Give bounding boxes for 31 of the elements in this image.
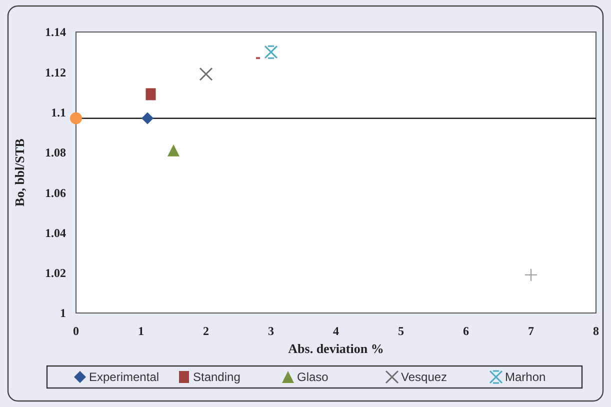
point	[70, 112, 82, 124]
x-tick-label: 6	[463, 324, 469, 338]
legend-label: Experimental	[89, 370, 160, 384]
x-tick-label: 7	[528, 324, 534, 338]
x-tick-label: 5	[398, 324, 404, 338]
y-tick-label: 1.06	[45, 186, 66, 200]
point	[168, 144, 180, 156]
point	[199, 67, 213, 81]
legend-label: Vesquez	[401, 370, 448, 384]
x-tick-label: 3	[268, 324, 274, 338]
x-tick-label: 2	[203, 324, 209, 338]
x-axis-title: Abs. deviation %	[288, 341, 384, 356]
point	[142, 112, 154, 124]
y-tick-label: 1.12	[45, 65, 66, 80]
y-tick-label: 1.02	[45, 266, 66, 280]
y-tick-label: 1.04	[45, 226, 66, 240]
y-tick-label: 1	[60, 306, 66, 320]
point	[146, 88, 156, 100]
legend-label: Marhon	[505, 370, 546, 384]
y-tick-label: 1.1	[51, 105, 66, 120]
point	[264, 45, 278, 59]
x-tick-label: 0	[73, 324, 79, 338]
legend-label: Glaso	[297, 370, 329, 384]
x-tick-label: 1	[138, 324, 144, 338]
x-tick-label: 4	[333, 324, 339, 338]
y-tick-label: 1.08	[45, 146, 66, 160]
x-tick-label: 8	[593, 324, 599, 338]
point	[524, 268, 538, 282]
legend-label: Standing	[193, 370, 240, 384]
y-tick-label: 1.14	[45, 25, 66, 40]
y-axis-title: Bo, bbl/STB	[12, 138, 27, 206]
